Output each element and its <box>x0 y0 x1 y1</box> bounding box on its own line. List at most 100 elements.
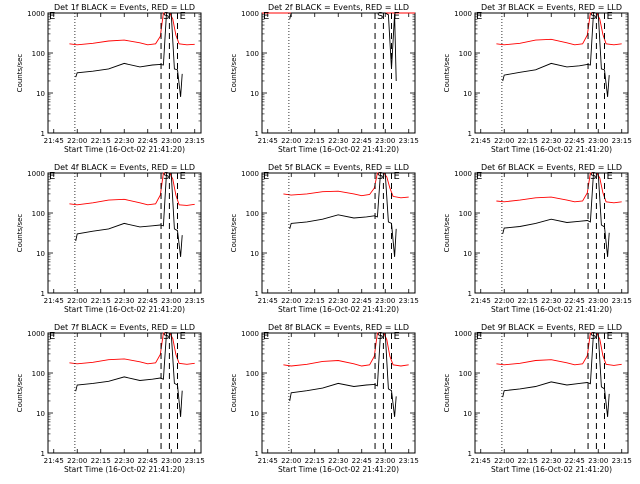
marker-e-label: E <box>607 171 613 182</box>
y-tick-label: 10 <box>250 250 259 258</box>
y-tick-label: 1 <box>41 130 45 138</box>
x-tick-label: 23:00 <box>161 457 181 465</box>
x-tick-label: 22:45 <box>352 457 372 465</box>
y-axis-label: Counts/sec <box>230 374 238 413</box>
x-tick-label: 23:00 <box>588 297 608 305</box>
x-tick-label: 22:30 <box>114 297 134 305</box>
x-axis-label: Start Time (16-Oct-02 21:41:20) <box>278 145 399 154</box>
y-axis-label: Counts/sec <box>443 374 451 413</box>
x-tick-label: 22:15 <box>305 457 325 465</box>
x-tick-label: 21:45 <box>258 297 278 305</box>
x-tick-label: 22:00 <box>494 297 514 305</box>
x-tick-label: 22:45 <box>138 457 158 465</box>
panel-title: Det 4f BLACK = Events, RED = LLD <box>54 163 195 172</box>
y-tick-label: 10 <box>36 410 45 418</box>
x-axis-label: Start Time (16-Oct-02 21:41:20) <box>278 465 399 474</box>
marker-e-label: E <box>394 11 400 22</box>
marker-s-label: S <box>163 171 169 182</box>
x-tick-label: 22:15 <box>518 297 538 305</box>
y-tick-label: 1 <box>41 450 45 458</box>
x-tick-label: 22:30 <box>541 297 561 305</box>
x-tick-label: 22:30 <box>541 137 561 145</box>
y-axis-label: Counts/sec <box>443 54 451 93</box>
series-events-line <box>75 172 183 257</box>
y-tick-label: 1000 <box>27 170 45 178</box>
marker-e-label-left: E <box>263 11 269 22</box>
marker-e-label: E <box>180 11 186 22</box>
panel-det-9: Det 9f BLACK = Events, RED = LLD 1 10 100 10… <box>443 323 632 474</box>
x-tick-label: 23:00 <box>375 137 395 145</box>
x-axis-label: Start Time (16-Oct-02 21:41:20) <box>64 465 185 474</box>
x-tick-label: 23:00 <box>375 457 395 465</box>
x-tick-label: 22:45 <box>352 297 372 305</box>
marker-s-label: S <box>377 171 383 182</box>
marker-s-label: S <box>590 11 596 22</box>
x-tick-label: 22:15 <box>518 457 538 465</box>
marker-s-label: S <box>377 331 383 342</box>
series-events-line <box>502 172 610 257</box>
y-axis-label: Counts/sec <box>230 214 238 253</box>
marker-e-label-left: E <box>263 171 269 182</box>
panel-det-7: Det 7f BLACK = Events, RED = LLD 1 10 100 10… <box>16 323 205 474</box>
y-tick-label: 100 <box>246 370 259 378</box>
x-axis-label: Start Time (16-Oct-02 21:41:20) <box>491 305 612 314</box>
panel-title: Det 8f BLACK = Events, RED = LLD <box>268 323 409 332</box>
panel-det-5: Det 5f BLACK = Events, RED = LLD 1 10 100 10… <box>230 163 419 314</box>
marker-e-label-left: E <box>476 11 482 22</box>
x-tick-label: 23:00 <box>588 457 608 465</box>
panel-det-4: Det 4f BLACK = Events, RED = LLD 1 10 100 10… <box>16 163 205 314</box>
marker-e-label-left: E <box>476 331 482 342</box>
x-axis-label: Start Time (16-Oct-02 21:41:20) <box>278 305 399 314</box>
x-tick-label: 23:00 <box>161 137 181 145</box>
marker-s-label: S <box>163 11 169 22</box>
x-tick-label: 22:30 <box>328 457 348 465</box>
x-tick-label: 23:00 <box>375 297 395 305</box>
x-tick-label: 23:15 <box>399 297 419 305</box>
y-tick-label: 10 <box>463 90 472 98</box>
x-tick-label: 21:45 <box>258 457 278 465</box>
x-tick-label: 22:00 <box>281 137 301 145</box>
panel-title: Det 2f BLACK = Events, RED = LLD <box>268 3 409 12</box>
x-tick-label: 22:15 <box>91 297 111 305</box>
y-tick-label: 10 <box>463 410 472 418</box>
marker-e-label-left: E <box>263 331 269 342</box>
panel-det-8: Det 8f BLACK = Events, RED = LLD 1 10 100 10… <box>230 323 419 474</box>
x-axis-label: Start Time (16-Oct-02 21:41:20) <box>491 145 612 154</box>
x-tick-label: 22:00 <box>281 457 301 465</box>
panel-title: Det 5f BLACK = Events, RED = LLD <box>268 163 409 172</box>
x-tick-label: 22:45 <box>138 297 158 305</box>
y-tick-label: 1000 <box>241 170 259 178</box>
x-tick-label: 22:45 <box>565 297 585 305</box>
panel-det-1: Det 1f BLACK = Events, RED = LLD 1 10 100 10… <box>16 3 205 154</box>
panel-det-3: Det 3f BLACK = Events, RED = LLD 1 10 100 10… <box>443 3 632 154</box>
x-tick-label: 22:30 <box>328 297 348 305</box>
series-events-line <box>289 172 397 257</box>
panel-det-6: Det 6f BLACK = Events, RED = LLD 1 10 100 10… <box>443 163 632 314</box>
x-tick-label: 22:30 <box>114 457 134 465</box>
series-lld-line <box>496 172 622 204</box>
x-tick-label: 22:45 <box>565 457 585 465</box>
panel-title: Det 6f BLACK = Events, RED = LLD <box>481 163 622 172</box>
y-tick-label: 100 <box>459 370 472 378</box>
y-tick-label: 10 <box>36 90 45 98</box>
y-tick-label: 1 <box>255 130 259 138</box>
x-tick-label: 23:15 <box>612 457 632 465</box>
series-events-line <box>289 12 397 82</box>
x-tick-label: 23:15 <box>399 457 419 465</box>
y-tick-label: 1000 <box>27 10 45 18</box>
x-tick-label: 21:45 <box>44 297 64 305</box>
x-tick-label: 22:45 <box>565 137 585 145</box>
series-events-line <box>502 12 610 97</box>
x-axis-label: Start Time (16-Oct-02 21:41:20) <box>64 145 185 154</box>
y-tick-label: 10 <box>463 250 472 258</box>
x-tick-label: 23:15 <box>612 297 632 305</box>
series-events-line <box>502 332 610 417</box>
marker-s-label: S <box>377 11 383 22</box>
y-axis-label: Counts/sec <box>16 214 24 253</box>
y-tick-label: 1 <box>255 290 259 298</box>
y-axis-label: Counts/sec <box>443 214 451 253</box>
marker-e-label: E <box>607 11 613 22</box>
y-tick-label: 100 <box>459 50 472 58</box>
marker-e-label: E <box>180 171 186 182</box>
